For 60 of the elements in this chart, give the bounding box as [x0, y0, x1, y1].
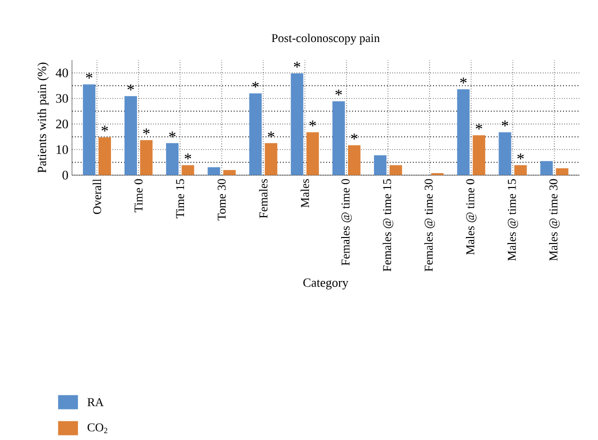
x-tick-label: Females	[259, 179, 268, 218]
bar	[332, 101, 345, 176]
x-tick-label: Males @ time 0	[466, 179, 476, 255]
bar	[306, 132, 319, 176]
annotation: *	[252, 82, 259, 88]
y-tick-label: 20	[56, 120, 68, 128]
x-tick-label: Tome 30	[218, 179, 226, 221]
bar	[457, 89, 470, 176]
bar	[556, 168, 568, 176]
annotation: *	[476, 124, 482, 130]
x-tick-label: Females @ time 30	[424, 179, 435, 272]
legend-label: CO$_{2}$	[88, 423, 108, 434]
bar	[249, 93, 262, 176]
bar	[514, 165, 527, 176]
bar	[390, 165, 402, 176]
x-tick-label: Time 15	[176, 179, 184, 218]
y-tick-label: 10	[56, 145, 68, 154]
x-tick-label: Males @ time 15	[507, 179, 518, 261]
x-tick-label: Females @ time 0	[341, 179, 352, 266]
bar	[348, 145, 360, 176]
annotation: *	[184, 154, 192, 160]
annotation: *	[502, 120, 508, 126]
bar	[124, 96, 137, 176]
chart-title: Post-colonoscopy pain	[272, 34, 380, 45]
x-tick-label: Females @ time 15	[382, 179, 394, 272]
x-tick-label: Males	[300, 179, 310, 208]
bar	[264, 143, 278, 176]
x-tick-label: Time 0	[134, 179, 143, 212]
annotation: *	[169, 132, 176, 138]
y-axis-title: Patients with pain (%)	[37, 62, 49, 173]
x-tick-label: Males @ time 30	[549, 179, 560, 261]
legend-label: RA	[87, 398, 104, 406]
y-tick-label: 40	[56, 68, 68, 78]
bar	[140, 140, 153, 176]
annotation: *	[128, 84, 134, 90]
y-tick-label: 30	[56, 94, 68, 103]
annotation: *	[351, 134, 358, 140]
bar	[374, 155, 386, 176]
annotation: *	[102, 126, 108, 132]
bar	[208, 167, 220, 176]
bar	[290, 73, 304, 176]
annotation: *	[309, 120, 316, 126]
bar	[472, 135, 486, 176]
bar	[498, 132, 512, 176]
bar	[98, 137, 111, 176]
annotation: *	[294, 62, 300, 68]
annotation: *	[335, 90, 342, 96]
annotation: *	[268, 132, 274, 138]
x-axis-title: Category	[303, 278, 348, 290]
bar	[82, 84, 96, 176]
y-tick-label: 0	[62, 170, 68, 180]
x-tick-label: Overall	[92, 178, 102, 214]
bar	[182, 165, 194, 176]
bar	[166, 143, 179, 176]
annotation: *	[86, 72, 92, 79]
bar	[540, 161, 553, 176]
bar	[223, 170, 236, 176]
annotation: *	[517, 154, 524, 160]
annotation: *	[143, 128, 150, 134]
annotation: *	[460, 78, 467, 84]
